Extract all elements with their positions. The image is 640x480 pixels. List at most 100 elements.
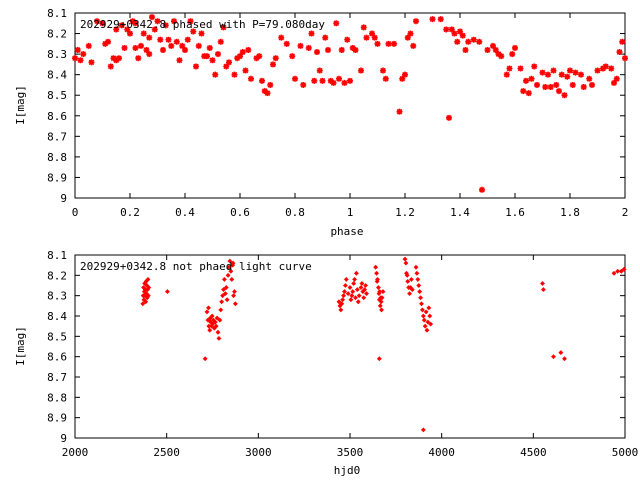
data-point [385, 40, 392, 47]
data-point [220, 24, 227, 31]
data-point [355, 299, 361, 305]
data-point [350, 289, 356, 295]
data-point [316, 67, 323, 74]
data-point [349, 44, 356, 51]
data-point [402, 71, 408, 78]
data-point [542, 84, 549, 90]
data-point [342, 283, 348, 288]
data-point [187, 18, 194, 25]
data-point [325, 47, 331, 53]
data-point [289, 53, 296, 60]
data-point [330, 79, 337, 86]
data-point [424, 327, 430, 333]
data-point [380, 67, 386, 74]
data-point [217, 38, 224, 45]
data-point [204, 53, 210, 60]
data-point [379, 295, 385, 301]
data-point [220, 293, 226, 299]
data-point [228, 268, 234, 274]
data-point [222, 291, 228, 297]
data-point [545, 71, 551, 78]
x-tick-label: 3500 [337, 446, 364, 459]
data-point [314, 49, 320, 56]
data-point [600, 65, 606, 72]
y-tick-label: 8.6 [47, 110, 67, 123]
data-point [132, 44, 139, 51]
data-point [176, 57, 183, 64]
data-point [407, 291, 413, 297]
data-point [77, 57, 84, 64]
data-point [164, 289, 170, 295]
data-point [223, 63, 230, 70]
data-point [124, 26, 131, 33]
data-point [374, 40, 381, 47]
data-point [421, 317, 427, 323]
data-point [413, 264, 419, 270]
data-point [558, 71, 565, 78]
data-point [190, 28, 197, 35]
data-point [404, 272, 410, 278]
data-point [231, 293, 237, 299]
data-point [85, 42, 92, 49]
data-point [419, 307, 425, 313]
data-point [551, 354, 556, 360]
data-point [226, 264, 232, 270]
y-tick-label: 8.4 [47, 310, 67, 323]
data-point [420, 313, 426, 319]
data-point [224, 297, 230, 303]
data-point [550, 67, 557, 74]
data-point [586, 75, 593, 82]
y-tick-label: 8.8 [47, 391, 67, 404]
data-point [107, 63, 114, 70]
data-point [402, 256, 408, 262]
data-point [213, 323, 219, 329]
data-point [479, 186, 485, 193]
data-point [127, 30, 133, 37]
data-point [415, 276, 421, 282]
data-point [506, 65, 513, 72]
data-point [237, 53, 243, 60]
x-tick-label: 0.4 [175, 206, 195, 219]
data-point [608, 65, 615, 72]
data-point [448, 26, 455, 33]
data-points [140, 256, 627, 433]
data-point [206, 44, 213, 51]
phased-light-curve-panel: 0 0.2 0.4 0.6 0.8 1 1.2 1.4 1.6 1.8 2 8.1 8.2 8.3 8.4 8… [14, 7, 628, 238]
data-point [227, 258, 233, 264]
data-point [567, 67, 573, 74]
data-point [564, 73, 571, 80]
data-point [272, 55, 279, 62]
data-point [214, 315, 220, 321]
y-tick-label: 8.7 [47, 130, 67, 143]
data-point [558, 350, 564, 356]
data-point [580, 84, 587, 90]
data-point [339, 301, 345, 307]
data-point [429, 16, 436, 23]
x-tick-label: 0 [72, 206, 79, 219]
y-tick-label: 8.7 [47, 371, 67, 384]
data-point [602, 63, 609, 70]
data-point [531, 63, 538, 70]
data-point [622, 55, 628, 62]
data-point [129, 18, 136, 25]
data-point [80, 51, 87, 58]
data-point [305, 44, 312, 51]
data-point [143, 299, 149, 305]
data-point [492, 47, 499, 53]
data-point [375, 276, 380, 282]
data-point [356, 293, 362, 299]
data-point [297, 42, 304, 49]
data-point [219, 299, 225, 305]
x-tick-label: 1.8 [560, 206, 580, 219]
data-point [206, 305, 211, 311]
data-point [209, 313, 215, 319]
data-point [292, 75, 298, 82]
data-point [182, 47, 188, 53]
data-point [437, 16, 444, 23]
data-point [422, 323, 428, 329]
data-point [382, 75, 389, 82]
data-point [417, 289, 423, 295]
data-point [151, 26, 158, 33]
x-tick-label: 2 [622, 206, 629, 219]
data-point [425, 319, 431, 325]
